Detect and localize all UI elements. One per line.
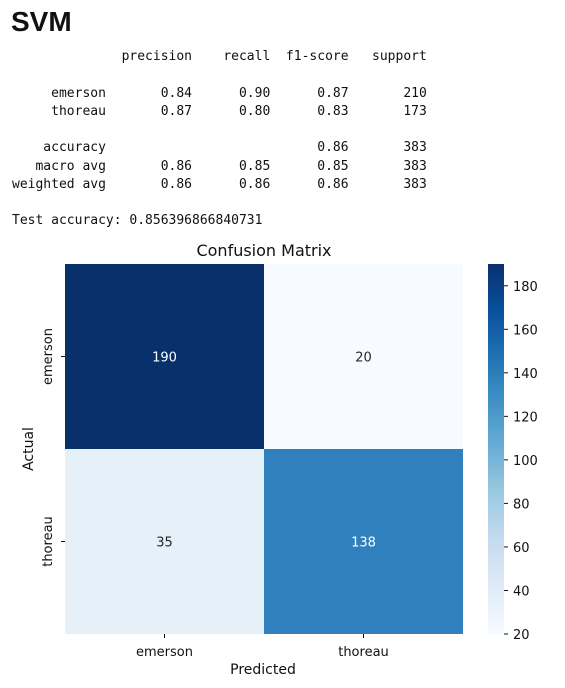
- colorbar-tick-label: 160: [513, 323, 538, 338]
- heatmap-cell-thoreau-thoreau: [264, 449, 463, 634]
- colorbar-tick-label: 140: [513, 367, 538, 382]
- heatmap-cell-thoreau-emerson: [65, 449, 264, 634]
- heatmap-cell-emerson-thoreau: [264, 264, 463, 449]
- colorbar-tick-label: 180: [513, 280, 538, 295]
- confusion-matrix-chart: Confusion Matrix 190 20 35 138 emerson thore…: [21, 241, 538, 678]
- heatmap-cell-label: 190: [152, 351, 177, 366]
- heatmap-cell-emerson-emerson: [65, 264, 264, 449]
- colorbar-tick-label: 80: [513, 497, 530, 512]
- classification-report: precision recall f1-score support emerso…: [12, 49, 427, 193]
- heatmap-cell-label: 35: [156, 536, 173, 551]
- heatmap-cell-label: 138: [351, 536, 376, 551]
- x-tick-label: emerson: [136, 645, 193, 660]
- colorbar-tick-label: 100: [513, 454, 538, 469]
- y-axis-label: Actual: [21, 427, 37, 471]
- y-tick-label: thoreau: [41, 516, 56, 567]
- chart-title: Confusion Matrix: [196, 241, 331, 260]
- x-tick-label: thoreau: [338, 645, 389, 660]
- colorbar-tick-label: 120: [513, 410, 538, 425]
- colorbar-tick-label: 60: [513, 541, 530, 556]
- colorbar-tick-label: 20: [513, 628, 530, 643]
- x-axis-label: Predicted: [230, 662, 296, 678]
- colorbar: [488, 264, 504, 634]
- heatmap-cell-label: 20: [355, 351, 372, 366]
- colorbar-tick-label: 40: [513, 584, 530, 599]
- page-title: SVM: [11, 6, 72, 37]
- test-accuracy-text: Test accuracy: 0.856396866840731: [12, 213, 263, 228]
- y-tick-label: emerson: [41, 328, 56, 385]
